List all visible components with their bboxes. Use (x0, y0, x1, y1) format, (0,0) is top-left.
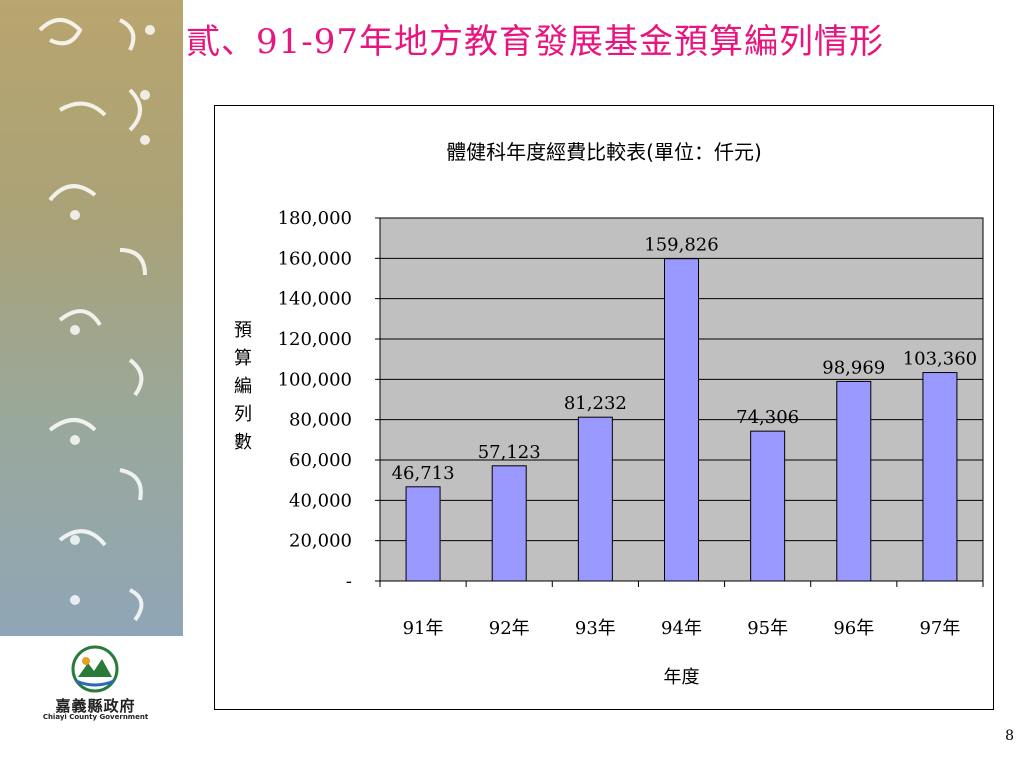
logo: 嘉義縣政府 Chiayi County Government (38, 645, 168, 735)
bar (491, 465, 527, 582)
bar (750, 430, 786, 582)
x-tick-label: 94年 (661, 618, 702, 639)
bar (836, 380, 872, 582)
x-tick-label: 95年 (747, 618, 788, 639)
x-axis-label: 年度 (664, 667, 700, 688)
data-label: 103,360 (903, 349, 977, 370)
y-tick-label: 60,000 (289, 450, 352, 471)
sun-pattern-decoration (38, 18, 155, 622)
data-label: 46,713 (392, 463, 455, 484)
data-label: 81,232 (564, 393, 627, 414)
data-label: 74,306 (736, 407, 799, 428)
slide-title: 貳、91-97年地方教育發展基金預算編列情形 (186, 22, 885, 62)
y-tick-label: 180,000 (278, 208, 352, 229)
county-emblem-icon (71, 645, 119, 693)
y-tick-label: 40,000 (289, 490, 352, 511)
chart-frame: 體健科年度經費比較表(單位：仟元) - 20,000 40,000 60,000 80,… (214, 105, 994, 710)
y-tick-label: 100,000 (278, 369, 352, 390)
y-tick-label: 20,000 (289, 531, 352, 552)
logo-subtitle: Chiayi County Government (42, 713, 149, 721)
logo-name: 嘉義縣政府 (55, 697, 136, 715)
y-tick-label: - (346, 571, 352, 592)
bar (577, 416, 613, 582)
data-label: 57,123 (478, 442, 541, 463)
y-tick-label: 80,000 (289, 410, 352, 431)
chart-title: 體健科年度經費比較表(單位：仟元) (446, 140, 762, 164)
x-tick-label: 96年 (833, 618, 874, 639)
bar-chart: - 20,000 40,000 60,000 80,000 100,000 120,000 1… (234, 208, 984, 688)
bar (922, 372, 958, 582)
data-label: 98,969 (822, 357, 885, 378)
y-tick-label: 140,000 (278, 289, 352, 310)
x-tick-label: 92年 (489, 618, 530, 639)
page-number: 8 (1005, 728, 1014, 744)
bar (405, 486, 441, 582)
bar (664, 258, 699, 582)
x-tick-label: 97年 (919, 618, 960, 639)
x-tick-label: 93年 (575, 618, 616, 639)
y-tick-label: 160,000 (278, 248, 352, 269)
y-axis-label: 預算編列數 (234, 320, 252, 453)
y-tick-label: 120,000 (278, 329, 352, 350)
decorative-sidebar (0, 0, 183, 636)
data-label: 159,826 (644, 235, 718, 256)
x-tick-label: 91年 (403, 618, 444, 639)
